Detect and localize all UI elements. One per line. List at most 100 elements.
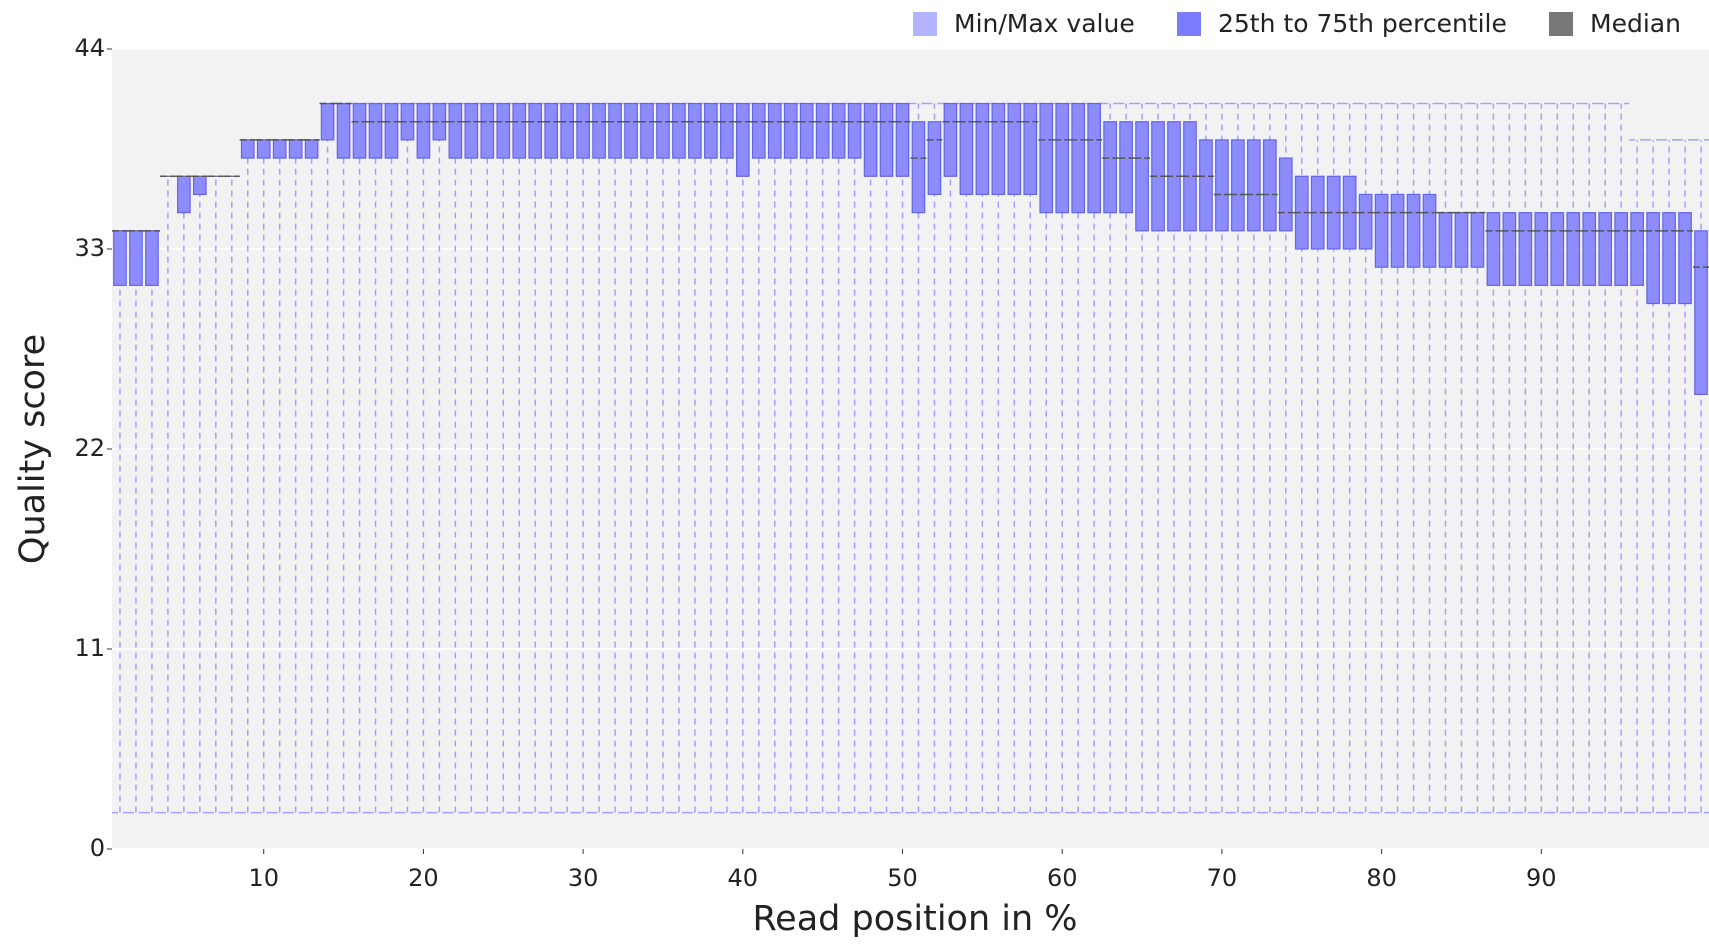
y-axis-title: Quality score — [13, 334, 53, 564]
box — [1647, 213, 1659, 304]
box — [577, 104, 589, 159]
box — [1503, 213, 1515, 286]
box — [928, 122, 940, 195]
box — [864, 104, 876, 177]
box — [609, 104, 621, 159]
box — [1455, 213, 1467, 268]
box — [1391, 194, 1403, 267]
box — [417, 104, 429, 159]
x-axis-title: Read position in % — [752, 899, 1077, 939]
box — [305, 140, 317, 158]
box — [1615, 213, 1627, 286]
box — [1407, 194, 1419, 267]
box — [1024, 104, 1036, 195]
box — [146, 231, 158, 286]
box — [114, 231, 126, 286]
box — [800, 104, 812, 159]
box — [1232, 140, 1244, 231]
x-tick-label: 20 — [408, 864, 439, 892]
y-tick-label: 22 — [74, 434, 105, 462]
box — [1519, 213, 1531, 286]
x-tick-label: 80 — [1366, 864, 1397, 892]
box — [1216, 140, 1228, 231]
box — [130, 231, 142, 286]
box — [242, 140, 254, 158]
x-tick-label: 10 — [248, 864, 279, 892]
box — [1359, 194, 1371, 249]
box — [753, 104, 765, 159]
box — [1679, 213, 1691, 304]
y-tick-label: 33 — [74, 234, 105, 262]
legend-label: Min/Max value — [954, 9, 1135, 38]
box — [1471, 213, 1483, 268]
box — [1423, 194, 1435, 267]
y-tick-label: 44 — [74, 34, 105, 62]
box — [1599, 213, 1611, 286]
y-tick-label: 11 — [74, 634, 105, 662]
box — [641, 104, 653, 159]
box — [1567, 213, 1579, 286]
box — [1487, 213, 1499, 286]
box — [1072, 104, 1084, 213]
box — [321, 104, 333, 140]
box — [257, 140, 269, 158]
x-tick-label: 70 — [1207, 864, 1238, 892]
box — [1535, 213, 1547, 286]
x-tick-label: 40 — [728, 864, 759, 892]
box — [784, 104, 796, 159]
box — [1200, 140, 1212, 231]
box — [545, 104, 557, 159]
box — [944, 104, 956, 177]
box — [337, 104, 349, 159]
box — [289, 140, 301, 158]
legend-swatch — [1549, 12, 1573, 36]
box — [369, 104, 381, 159]
box — [1551, 213, 1563, 286]
box — [1663, 213, 1675, 304]
box — [912, 122, 924, 213]
box — [721, 104, 733, 159]
legend-swatch — [913, 12, 937, 36]
box — [1040, 104, 1052, 213]
box — [625, 104, 637, 159]
box — [1088, 104, 1100, 213]
box — [561, 104, 573, 159]
box — [1248, 140, 1260, 231]
box — [657, 104, 669, 159]
x-tick-label: 60 — [1047, 864, 1078, 892]
box — [673, 104, 685, 159]
box — [273, 140, 285, 158]
box — [497, 104, 509, 159]
box — [481, 104, 493, 159]
box — [1695, 231, 1707, 395]
y-tick-label: 0 — [90, 834, 105, 862]
legend-label: 25th to 75th percentile — [1218, 9, 1507, 38]
box — [896, 104, 908, 177]
box — [848, 104, 860, 159]
box — [465, 104, 477, 159]
box — [593, 104, 605, 159]
box — [178, 176, 190, 212]
box — [737, 104, 749, 177]
x-tick-label: 90 — [1526, 864, 1557, 892]
legend-label: Median — [1590, 9, 1681, 38]
box — [529, 104, 541, 159]
box — [1264, 140, 1276, 231]
box — [1280, 158, 1292, 231]
box — [992, 104, 1004, 195]
box — [1056, 104, 1068, 213]
box — [832, 104, 844, 159]
box — [705, 104, 717, 159]
box — [976, 104, 988, 195]
box — [1375, 194, 1387, 267]
box — [1631, 213, 1643, 286]
box — [880, 104, 892, 177]
box — [816, 104, 828, 159]
box — [1008, 104, 1020, 195]
box — [1136, 122, 1148, 231]
x-tick-label: 50 — [887, 864, 918, 892]
box — [689, 104, 701, 159]
legend-swatch — [1177, 12, 1201, 36]
